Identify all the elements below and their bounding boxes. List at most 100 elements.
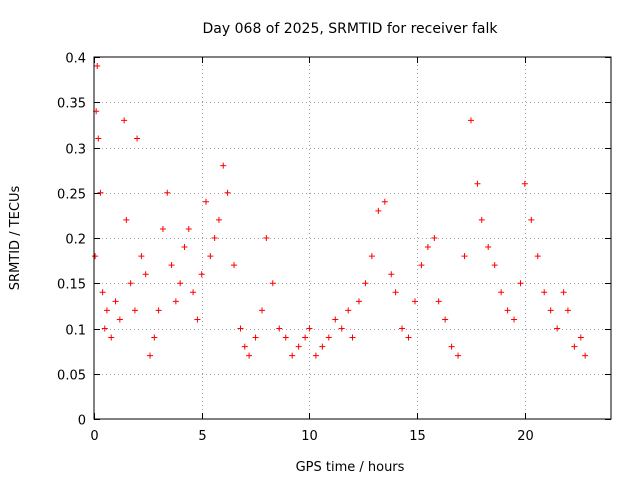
x-tick-label: 0 bbox=[90, 429, 98, 444]
data-point bbox=[312, 352, 319, 359]
data-point bbox=[190, 289, 197, 296]
data-point bbox=[237, 325, 244, 332]
y-tick-label: 0.05 bbox=[57, 369, 86, 384]
data-point bbox=[405, 334, 412, 341]
data-point bbox=[127, 280, 134, 287]
y-axis-label: SRMTID / TECUs bbox=[8, 186, 23, 291]
data-point bbox=[185, 225, 192, 232]
data-point bbox=[325, 334, 332, 341]
data-point bbox=[435, 298, 442, 305]
data-point bbox=[345, 307, 352, 314]
data-point bbox=[306, 325, 313, 332]
data-point bbox=[263, 235, 270, 241]
data-point bbox=[220, 162, 227, 169]
data-point bbox=[159, 225, 166, 232]
data-point bbox=[338, 325, 345, 332]
data-point bbox=[269, 280, 276, 287]
data-point bbox=[534, 253, 541, 260]
plot-frame bbox=[93, 56, 612, 420]
y-tick-label: 0.1 bbox=[65, 324, 86, 339]
data-point bbox=[295, 343, 302, 350]
data-point bbox=[211, 235, 218, 241]
data-point bbox=[259, 307, 266, 314]
data-point bbox=[198, 271, 205, 278]
data-point bbox=[282, 334, 289, 341]
data-point bbox=[571, 343, 578, 350]
data-point bbox=[485, 244, 492, 251]
data-point bbox=[151, 334, 158, 341]
data-point bbox=[541, 289, 548, 296]
data-point bbox=[94, 63, 101, 70]
data-point bbox=[101, 325, 108, 332]
data-point bbox=[203, 198, 210, 205]
data-point bbox=[92, 253, 99, 260]
axis-ticks bbox=[94, 57, 611, 420]
data-point bbox=[215, 216, 222, 223]
data-point bbox=[418, 262, 425, 269]
data-point bbox=[116, 316, 123, 323]
data-point bbox=[528, 216, 535, 223]
data-point bbox=[582, 352, 589, 359]
data-point bbox=[142, 271, 149, 278]
data-point bbox=[411, 298, 418, 305]
data-point bbox=[134, 135, 141, 142]
data-point bbox=[99, 289, 106, 296]
data-point bbox=[504, 307, 511, 314]
data-point bbox=[491, 262, 498, 269]
data-point bbox=[252, 334, 259, 341]
y-tick-label: 0.15 bbox=[57, 278, 86, 293]
data-point bbox=[97, 189, 104, 196]
data-point bbox=[241, 343, 248, 350]
data-point bbox=[168, 262, 175, 269]
data-point bbox=[362, 280, 369, 287]
data-point bbox=[231, 262, 238, 269]
grid bbox=[94, 57, 611, 419]
data-point bbox=[424, 244, 431, 251]
data-point bbox=[478, 216, 485, 223]
data-series-srmtid bbox=[92, 63, 589, 359]
x-tick-label: 15 bbox=[409, 429, 426, 444]
data-point bbox=[455, 352, 462, 359]
y-tick-label: 0.25 bbox=[57, 188, 86, 203]
data-point bbox=[442, 316, 449, 323]
data-point bbox=[302, 334, 309, 341]
data-point bbox=[547, 307, 554, 314]
data-point bbox=[131, 307, 138, 314]
data-point bbox=[224, 189, 231, 196]
data-point bbox=[355, 298, 362, 305]
data-point bbox=[121, 117, 128, 124]
y-tick-label: 0.35 bbox=[57, 97, 86, 112]
axis-tick-labels: 0 0.05 0.1 0.15 0.2 0.25 0.3 0.35 0.4 0 5 10 15 20 bbox=[57, 52, 534, 445]
x-tick-label: 10 bbox=[301, 429, 318, 444]
data-point bbox=[276, 325, 283, 332]
data-point bbox=[164, 189, 171, 196]
data-point bbox=[431, 235, 438, 241]
data-point bbox=[474, 180, 481, 187]
data-point bbox=[289, 352, 296, 359]
data-point bbox=[577, 334, 584, 341]
data-point bbox=[103, 307, 110, 314]
data-point bbox=[517, 280, 524, 287]
data-point bbox=[138, 253, 145, 260]
data-point bbox=[560, 289, 567, 296]
y-tick-label: 0.3 bbox=[65, 143, 86, 158]
data-point bbox=[246, 352, 253, 359]
data-point bbox=[147, 352, 154, 359]
data-point bbox=[332, 316, 339, 323]
data-point bbox=[319, 343, 326, 350]
data-point bbox=[108, 334, 115, 341]
data-point bbox=[388, 271, 395, 278]
data-point bbox=[177, 280, 184, 287]
x-tick-label: 20 bbox=[517, 429, 534, 444]
data-point bbox=[95, 135, 102, 142]
data-point bbox=[461, 253, 468, 260]
x-tick-label: 5 bbox=[198, 429, 206, 444]
data-point bbox=[399, 325, 406, 332]
data-point bbox=[521, 180, 528, 187]
data-point bbox=[467, 117, 474, 124]
data-point bbox=[381, 198, 388, 205]
data-point bbox=[448, 343, 455, 350]
chart-title: Day 068 of 2025, SRMTID for receiver fal… bbox=[203, 21, 499, 37]
data-point bbox=[368, 253, 375, 260]
